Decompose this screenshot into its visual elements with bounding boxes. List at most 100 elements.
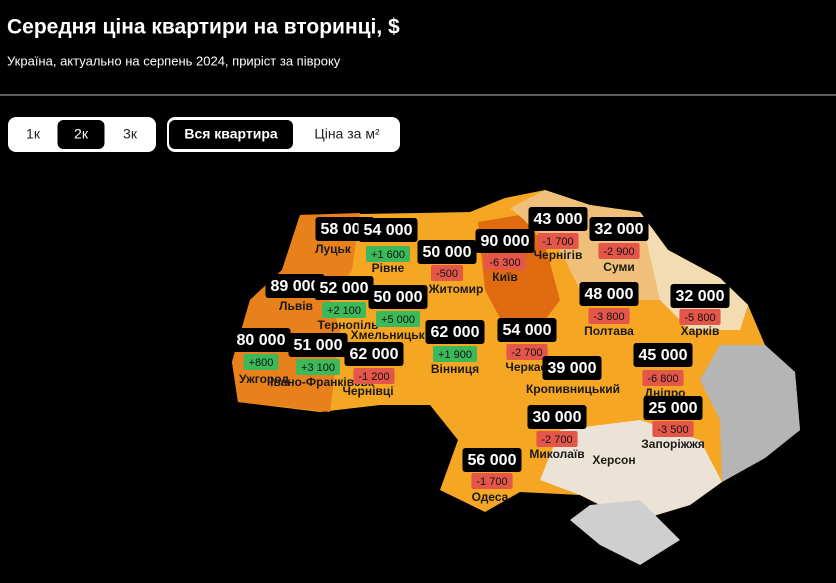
change-badge bbox=[536, 431, 578, 447]
price-badge bbox=[344, 342, 404, 366]
region-name: Миколаїв bbox=[529, 447, 584, 461]
change-label: +3 100 bbox=[301, 362, 335, 374]
region-name: Харків bbox=[681, 324, 720, 338]
change-badge bbox=[376, 311, 420, 327]
tab[interactable]: 1к bbox=[26, 126, 41, 142]
change-badge bbox=[537, 233, 579, 249]
region-name: Київ bbox=[492, 270, 517, 284]
price-badge bbox=[462, 448, 522, 472]
price-label: 50 000 bbox=[423, 244, 472, 261]
price-label: 50 000 bbox=[374, 289, 423, 306]
region-name: Одеса bbox=[472, 490, 509, 504]
region-name: Рівне bbox=[372, 261, 405, 275]
price-badge bbox=[528, 207, 588, 231]
region-name: Запоріжжя bbox=[641, 437, 704, 451]
change-badge bbox=[296, 359, 340, 375]
price-label: 32 000 bbox=[595, 221, 644, 238]
price-label: 62 000 bbox=[431, 324, 480, 341]
change-label: -2 700 bbox=[541, 434, 572, 446]
price-badge bbox=[231, 328, 291, 352]
region-name: Луцьк bbox=[315, 242, 352, 256]
title: Середня ціна квартири на вторинці, $ bbox=[7, 16, 400, 39]
change-badge bbox=[588, 308, 630, 324]
change-label: -6 300 bbox=[489, 257, 520, 269]
occupied-east bbox=[700, 345, 800, 482]
price-label: 32 000 bbox=[676, 288, 725, 305]
region-name: Черкаси bbox=[505, 360, 554, 374]
change-badge bbox=[322, 302, 366, 318]
change-label: +800 bbox=[249, 357, 274, 369]
region-name: Хмельницький bbox=[351, 328, 440, 342]
tab[interactable]: Вся квартира bbox=[184, 126, 278, 142]
price-badge bbox=[579, 282, 639, 306]
price-badge bbox=[314, 276, 374, 300]
tabs: 1к 2к 3к Вся квартира Ціна за м² bbox=[8, 117, 400, 152]
change-badge bbox=[430, 265, 464, 281]
change-label: -2 700 bbox=[511, 347, 542, 359]
change-badge bbox=[598, 243, 640, 259]
change-badge bbox=[366, 246, 410, 262]
price-badge bbox=[425, 320, 485, 344]
tab[interactable]: Ціна за м² bbox=[314, 126, 380, 142]
change-badge bbox=[471, 473, 513, 489]
price-label: 39 000 bbox=[548, 360, 597, 377]
change-label: -1 700 bbox=[476, 476, 507, 488]
price-label: 89 000 bbox=[271, 278, 320, 295]
price-badge bbox=[475, 229, 535, 253]
change-badge bbox=[642, 370, 684, 386]
change-badge bbox=[506, 344, 548, 360]
change-label: +1 900 bbox=[438, 349, 472, 361]
price-badge bbox=[368, 285, 428, 309]
price-label: 25 000 bbox=[649, 400, 698, 417]
region-name: Чернівці bbox=[342, 384, 393, 398]
region-name: Кропивницький bbox=[526, 382, 620, 396]
change-badge bbox=[652, 421, 694, 437]
price-label: 30 000 bbox=[533, 409, 582, 426]
price-badge bbox=[542, 356, 602, 380]
change-badge bbox=[484, 254, 526, 270]
price-badge bbox=[670, 284, 730, 308]
tab[interactable]: 2к bbox=[74, 126, 89, 142]
region-name: Херсон bbox=[592, 453, 635, 467]
price-label: 48 000 bbox=[585, 286, 634, 303]
price-badge bbox=[497, 318, 557, 342]
price-label: 58 000 bbox=[321, 221, 370, 238]
change-badge bbox=[433, 346, 477, 362]
change-label: -3 800 bbox=[593, 311, 624, 323]
price-badge bbox=[527, 405, 587, 429]
tab-active-bg bbox=[57, 120, 105, 149]
price-label: 52 000 bbox=[320, 280, 369, 297]
kherson-region bbox=[540, 420, 722, 520]
change-label: -1 700 bbox=[542, 236, 573, 248]
change-label: -3 500 bbox=[657, 424, 688, 436]
price-badge bbox=[358, 218, 418, 242]
change-label: -500 bbox=[436, 268, 458, 280]
change-label: +2 100 bbox=[327, 305, 361, 317]
tab-active-bg bbox=[169, 120, 293, 149]
region-name: Івано-Франківськ bbox=[270, 375, 375, 389]
price-label: 54 000 bbox=[503, 322, 552, 339]
region-name: Чернігів bbox=[534, 248, 583, 262]
change-label: +1 600 bbox=[371, 249, 405, 261]
change-label: -2 900 bbox=[603, 246, 634, 258]
price-label: 90 000 bbox=[481, 233, 530, 250]
price-label: 54 000 bbox=[364, 222, 413, 239]
price-badge bbox=[288, 333, 348, 357]
price-badge bbox=[633, 343, 693, 367]
region-name: Житомир bbox=[428, 282, 484, 296]
region-name: Суми bbox=[603, 260, 634, 274]
crimea bbox=[570, 500, 680, 565]
region-name: Львів bbox=[279, 299, 313, 313]
labels: Луцьк 58 000 Рівне+1 600 54 000 Житомир -500 5… bbox=[231, 207, 730, 504]
price-label: 80 000 bbox=[237, 332, 286, 349]
tab[interactable]: 3к bbox=[123, 126, 138, 142]
region-name: Тернопіль bbox=[318, 318, 379, 332]
price-badge bbox=[417, 240, 477, 264]
price-label: 43 000 bbox=[534, 211, 583, 228]
change-badge bbox=[353, 368, 395, 384]
price-label: 56 000 bbox=[468, 452, 517, 469]
price-label: 62 000 bbox=[350, 346, 399, 363]
subtitle: Україна, актуально на серпень 2024, прир… bbox=[7, 53, 341, 68]
